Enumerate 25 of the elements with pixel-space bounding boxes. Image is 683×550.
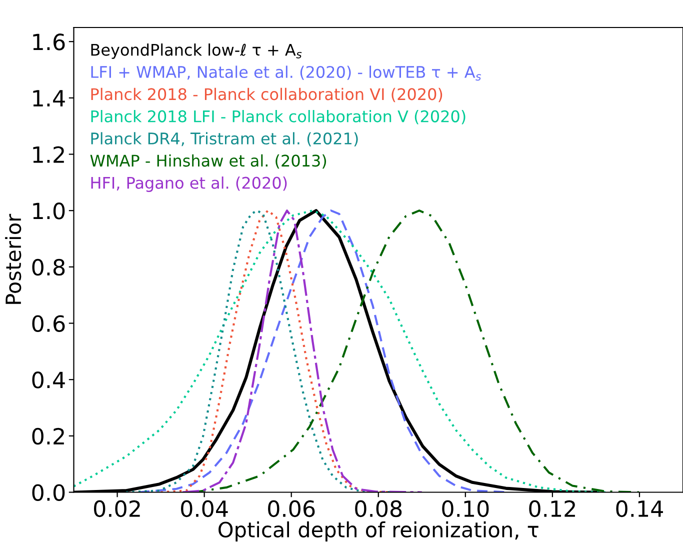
text: Planck 2018 - Planck collaboration VI (2020) xyxy=(91,88,442,102)
y-tick-label: 1.6 xyxy=(33,34,65,50)
x-tick-label: 0.04 xyxy=(181,500,228,518)
y-tick-label: 1.4 xyxy=(33,90,65,106)
x-tick-label: 0.06 xyxy=(268,500,315,518)
text: BeyondPlanck low-ℓ τ + A$_{s}$ xyxy=(91,43,302,59)
y-tick-label: 1.2 xyxy=(33,146,64,163)
y-axis-title: Posterior xyxy=(5,214,22,304)
x-tick-label: 0.12 xyxy=(529,500,575,518)
y-tick-label: 1.0 xyxy=(33,202,65,220)
text: LFI + WMAP, Natale et al. (2020) - lowTEB τ + A$_{s}$ xyxy=(91,66,482,81)
x-tick-label: 0.02 xyxy=(94,500,140,518)
x-tick-label: 0.08 xyxy=(355,500,402,518)
y-tick-label: 0.8 xyxy=(32,258,65,276)
y-tick-label: 0.4 xyxy=(32,372,65,388)
x-tick-label: 0.14 xyxy=(616,500,663,518)
y-tick-label: 0.6 xyxy=(32,315,65,332)
text: WMAP - Hinshaw et al. (2013) xyxy=(90,154,326,169)
y-tick-label: 0.0 xyxy=(32,484,65,502)
y-tick-label: 0.2 xyxy=(32,428,64,445)
x-tick-label: 0.10 xyxy=(442,500,489,518)
x-axis-title: Optical depth of reionization, τ xyxy=(218,521,538,542)
text: Planck DR4, Tristram et al. (2021) xyxy=(91,132,358,146)
series-label: HFI, Pagano et al. (2020) xyxy=(91,176,287,192)
text: Planck 2018 LFI - Planck collaboration V (2020) xyxy=(91,110,466,124)
